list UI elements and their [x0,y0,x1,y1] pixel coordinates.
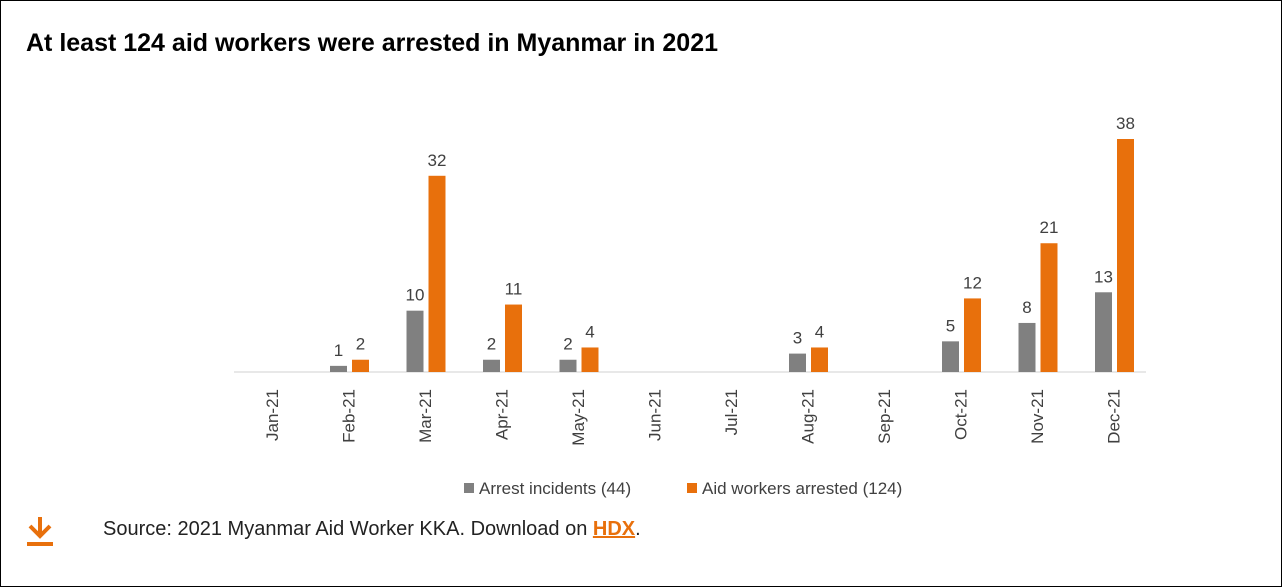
data-label: 13 [1094,267,1113,286]
x-tick-label: Nov-21 [1028,389,1047,444]
legend-label-incidents: Arrest incidents (44) [479,479,631,498]
data-label: 10 [406,286,425,305]
x-tick-label: Feb-21 [340,389,359,443]
bar-workers [352,359,369,372]
bar-workers [1117,139,1134,372]
data-label: 21 [1040,218,1059,237]
legend-label-workers: Aid workers arrested (124) [702,479,902,498]
data-label: 1 [334,341,343,360]
bar-incidents [559,359,577,372]
bar-incidents [789,353,806,372]
bar-workers [428,175,446,372]
x-tick-label: Jan-21 [263,389,282,441]
source-prefix: Source: 2021 Myanmar Aid Worker KKA. Dow… [103,518,593,540]
chart-title: At least 124 aid workers were arrested i… [26,29,719,57]
data-label: 5 [946,316,955,335]
x-tick-label: Mar-21 [416,389,435,443]
data-label: 12 [963,273,982,292]
bar-incidents [942,341,959,372]
data-label: 32 [428,151,447,170]
source-footer: Source: 2021 Myanmar Aid Worker KKA. Dow… [1,506,1281,556]
bar-incidents [330,365,347,372]
bar-workers [1040,243,1058,372]
data-label: 4 [815,322,824,341]
data-label: 2 [487,335,496,354]
bar-incidents [1018,322,1036,372]
bar-chart: Jan-211 2Feb-211032Mar-21211Apr-2124May-2… [234,114,1146,498]
data-label: 11 [505,280,523,299]
data-label: 4 [585,322,594,341]
data-label: 2 [356,335,365,354]
data-label: 38 [1116,114,1135,133]
download-icon[interactable] [25,515,55,547]
x-tick-label: Apr-21 [493,389,512,440]
x-tick-label: May-21 [569,389,588,446]
source-suffix: . [635,518,641,540]
bar-workers [964,298,981,372]
source-text: Source: 2021 Myanmar Aid Worker KKA. Dow… [103,518,641,541]
hdx-link[interactable]: HDX [592,518,636,540]
bar-workers [581,347,599,372]
bar-incidents [406,310,424,372]
x-tick-label: Oct-21 [952,389,971,440]
bar-incidents [1095,292,1112,372]
bar-incidents [483,359,500,372]
data-label: 3 [793,329,802,348]
bar-workers [505,304,522,372]
data-label: 2 [563,335,572,354]
x-tick-label: Jul-21 [722,389,741,435]
legend-swatch-incidents [464,483,474,493]
x-tick-label: Aug-21 [799,389,818,444]
data-label: 8 [1022,298,1031,317]
x-tick-label: Jun-21 [646,389,665,441]
bar-workers [811,347,828,372]
legend-swatch-workers [687,483,697,493]
x-tick-label: Sep-21 [875,389,894,444]
x-tick-label: Dec-21 [1105,389,1124,444]
